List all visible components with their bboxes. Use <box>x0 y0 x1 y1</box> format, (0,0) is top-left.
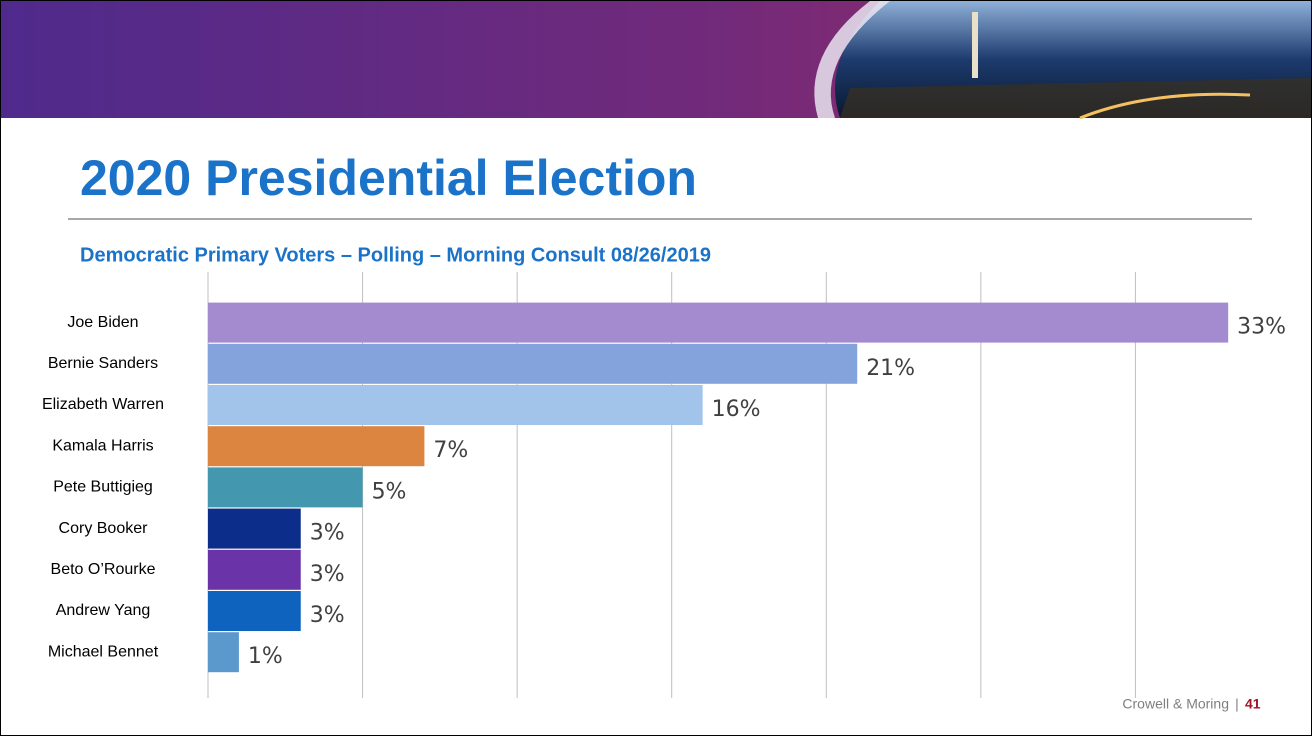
value-label: 7% <box>433 438 468 463</box>
bar <box>208 591 301 631</box>
value-label: 3% <box>310 562 345 587</box>
chart-title: Democratic Primary Voters – Polling – Mo… <box>80 244 711 266</box>
category-label: Michael Bennet <box>48 643 159 660</box>
value-label: 3% <box>310 521 345 546</box>
footer-separator: | <box>1235 696 1239 712</box>
value-label: 16% <box>712 397 761 422</box>
category-label: Kamala Harris <box>52 437 153 454</box>
city-lights <box>840 78 1311 118</box>
category-label: Elizabeth Warren <box>42 396 164 413</box>
bar <box>208 343 858 384</box>
bar <box>208 385 703 425</box>
category-label: Joe Biden <box>67 314 138 331</box>
bar <box>208 467 363 508</box>
value-label: 1% <box>248 644 283 669</box>
category-label: Andrew Yang <box>56 602 151 619</box>
bar <box>208 302 1229 343</box>
banner-arc <box>814 1 890 118</box>
value-label: 3% <box>310 603 345 628</box>
plot: Joe Biden 33% Bernie Sanders 21% Elizabeth W… <box>42 272 1286 698</box>
bar <box>208 632 239 673</box>
category-label: Bernie Sanders <box>48 355 158 372</box>
bar <box>208 426 425 467</box>
bar <box>208 549 301 590</box>
road-lights <box>1079 92 1251 120</box>
footer-company: Crowell & Moring <box>1122 696 1229 712</box>
value-label: 33% <box>1237 315 1286 340</box>
value-label: 21% <box>866 356 915 381</box>
category-label: Cory Booker <box>59 520 149 537</box>
monument <box>972 12 978 78</box>
category-label: Pete Buttigieg <box>53 479 153 496</box>
bar <box>208 508 301 549</box>
category-label: Beto O’Rourke <box>51 561 156 578</box>
page-number: 41 <box>1245 696 1261 712</box>
slide-title: 2020 Presidential Election <box>80 150 697 206</box>
value-label: 5% <box>372 479 407 504</box>
